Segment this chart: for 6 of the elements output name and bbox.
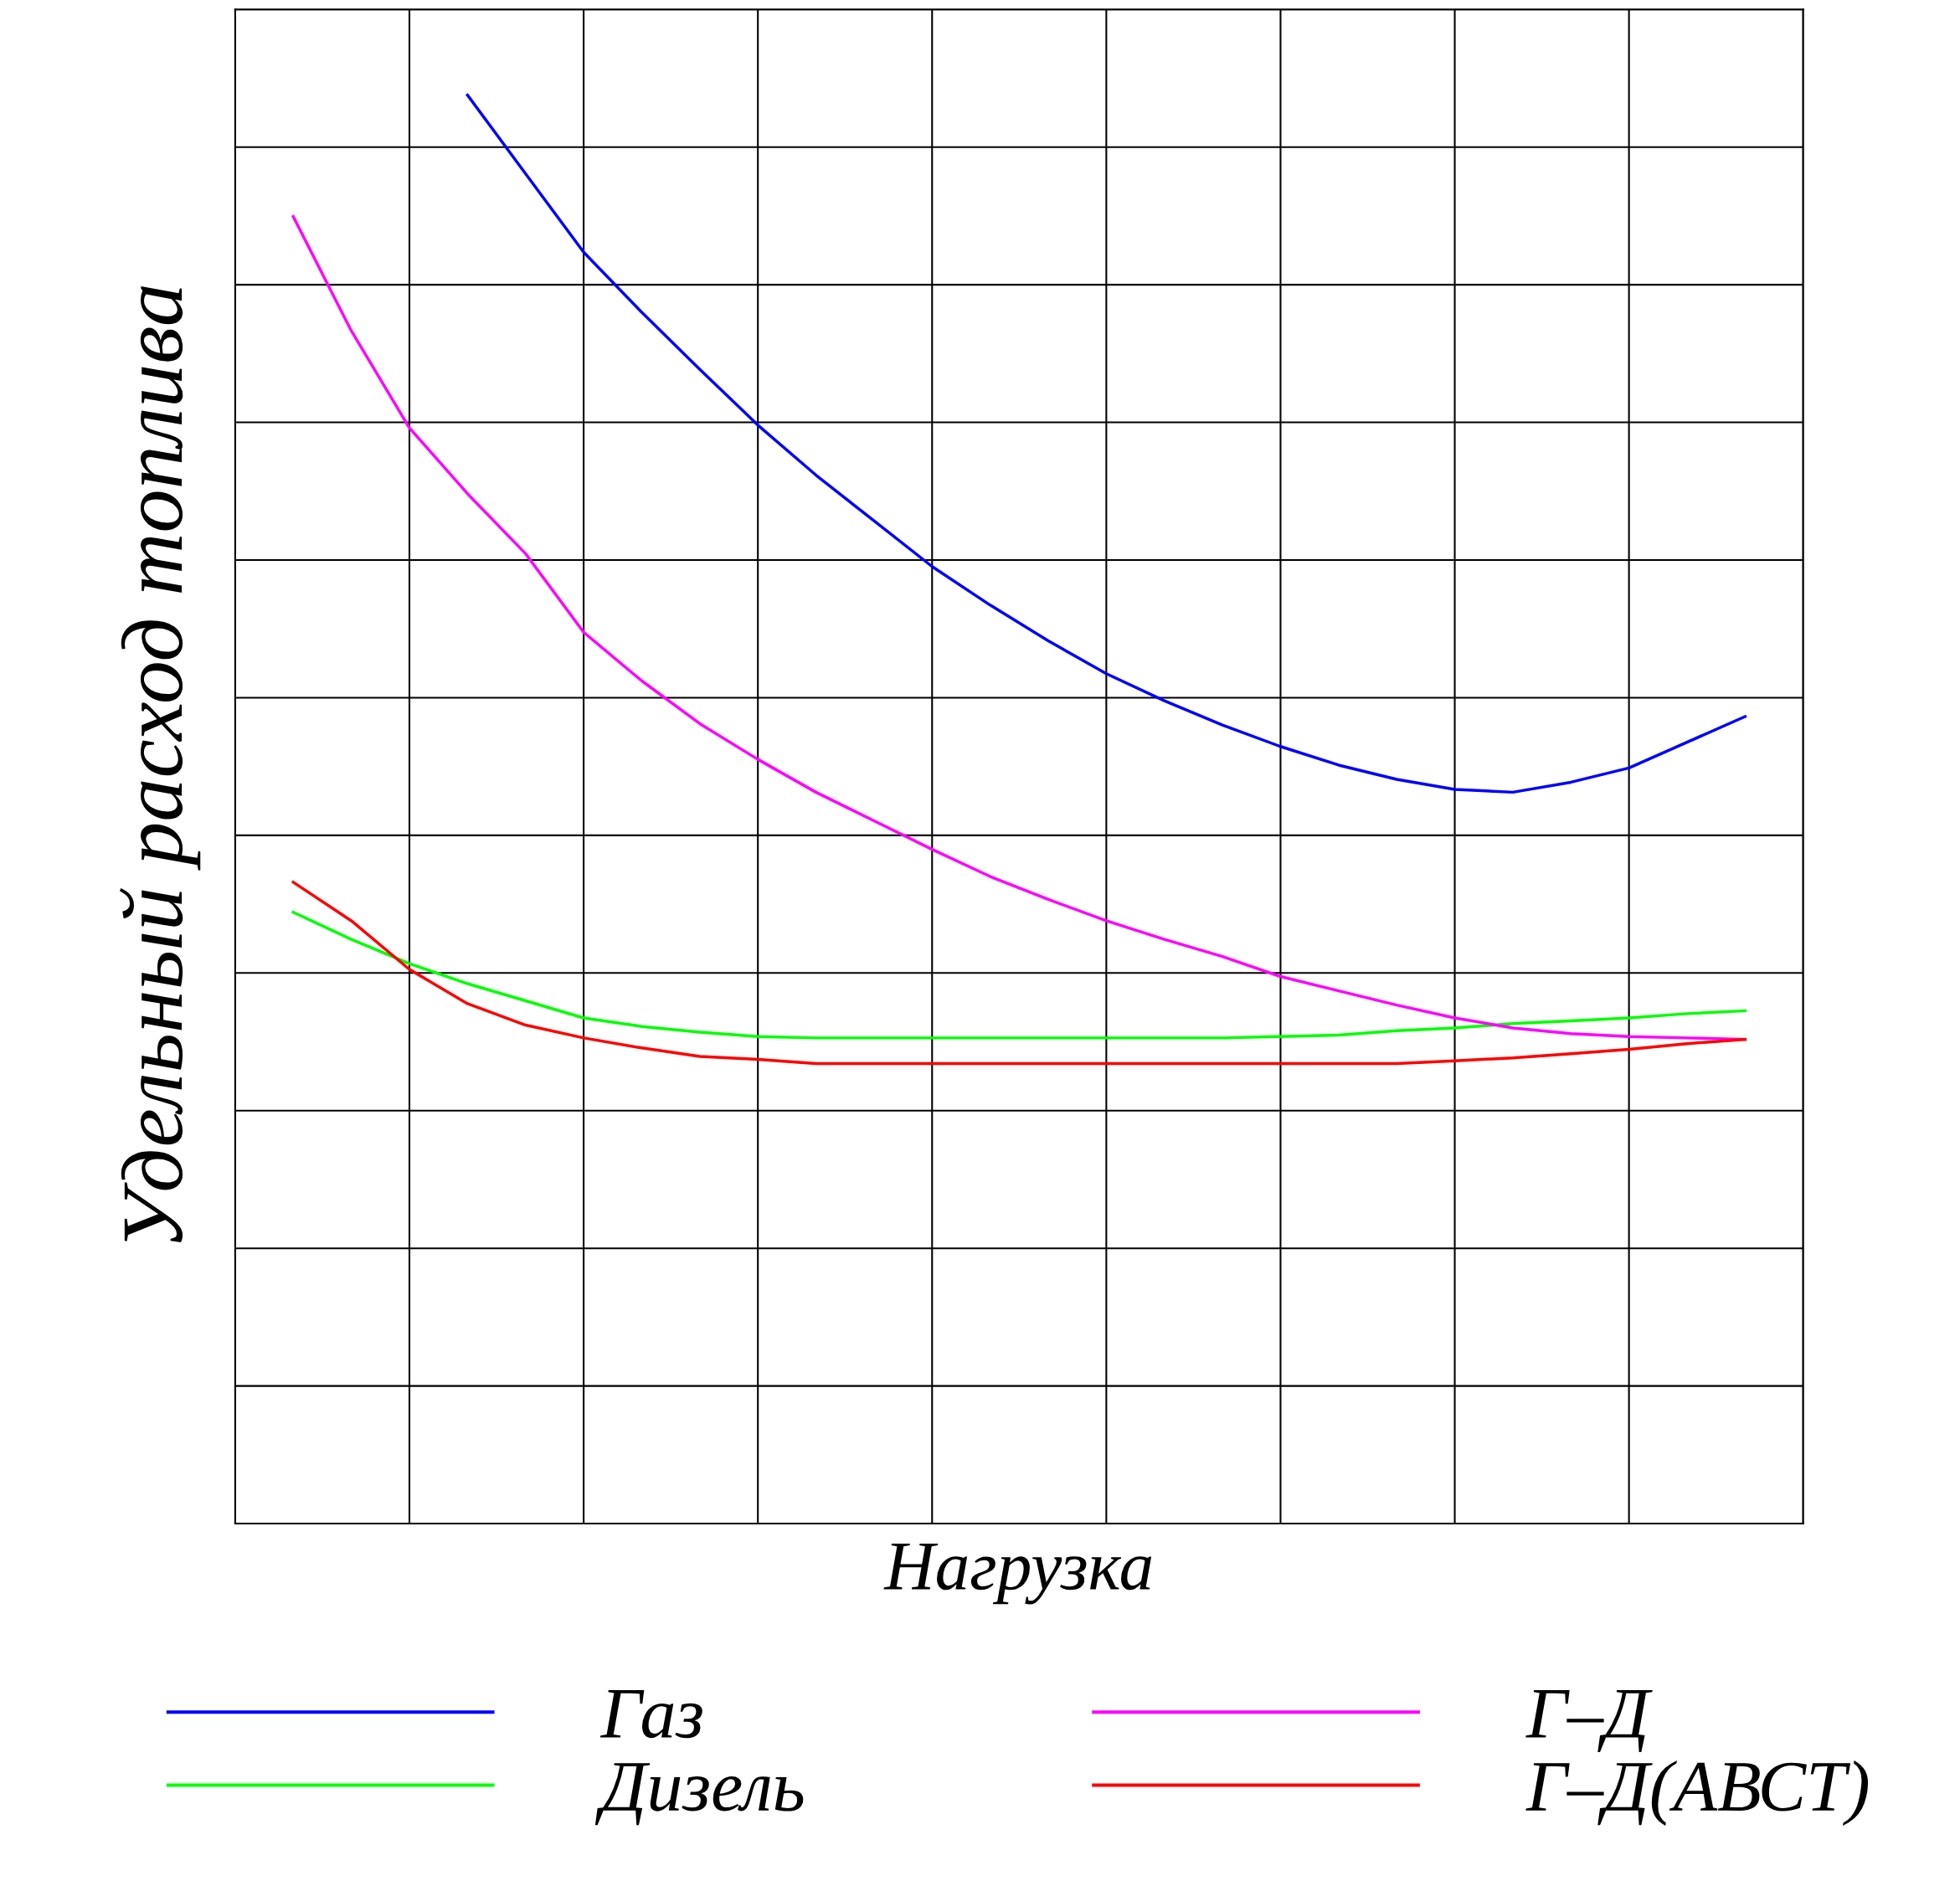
y-axis-title: Удельный расход топлива	[119, 286, 201, 1242]
x-axis-title: Нагрузка	[883, 1543, 1152, 1605]
legend-label: Газ	[599, 1690, 702, 1739]
legend-label: Дизель	[594, 1763, 804, 1826]
legend-label: Г–Д	[1525, 1690, 1653, 1752]
legend-label: Г–Д(АВСТ)	[1525, 1760, 1869, 1826]
